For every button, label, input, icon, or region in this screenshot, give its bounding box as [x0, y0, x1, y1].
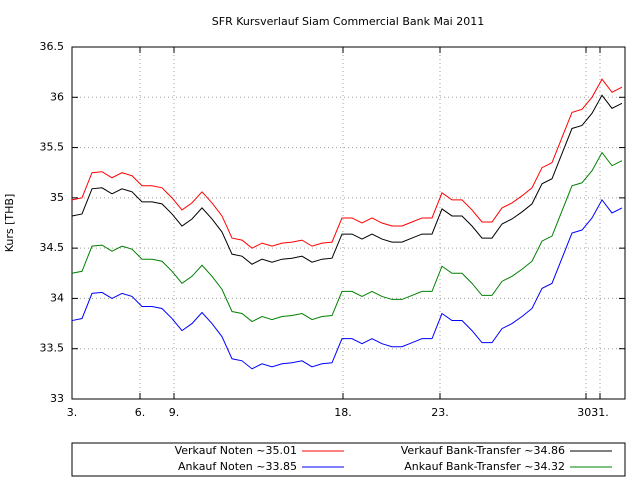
y-tick-label: 34 — [50, 291, 64, 304]
y-tick-label: 35 — [50, 191, 64, 204]
y-tick-label: 34.5 — [40, 241, 65, 254]
chart-title: SFR Kursverlauf Siam Commercial Bank Mai… — [212, 15, 484, 28]
y-tick-label: 35.5 — [40, 141, 65, 154]
y-tick-label: 33.5 — [40, 342, 65, 355]
series-line — [71, 94, 623, 265]
x-tick-label: 18. — [334, 406, 352, 419]
series-line — [71, 151, 623, 323]
y-tick-label: 33 — [50, 392, 64, 405]
x-tick-label: 3. — [67, 406, 78, 419]
legend-label: Verkauf Bank-Transfer ~34.86 — [401, 444, 565, 457]
legend-box — [71, 442, 626, 477]
legend-label: Ankauf Noten ~33.85 — [178, 460, 297, 473]
y-tick-label: 36 — [50, 90, 64, 103]
x-tick-label: 6. — [135, 406, 146, 419]
x-tick-label: 31. — [591, 406, 609, 419]
x-tick-label: 30. — [577, 406, 595, 419]
series-line — [71, 198, 623, 370]
legend-label: Ankauf Bank-Transfer ~34.32 — [404, 460, 565, 473]
legend-label: Verkauf Noten ~35.01 — [175, 444, 297, 457]
series-line — [71, 78, 623, 249]
x-tick-label: 9. — [169, 406, 180, 419]
plot-border — [71, 46, 626, 400]
y-axis-label: Kurs [THB] — [3, 194, 16, 253]
x-tick-label: 23. — [431, 406, 449, 419]
y-tick-label: 36.5 — [40, 40, 65, 53]
